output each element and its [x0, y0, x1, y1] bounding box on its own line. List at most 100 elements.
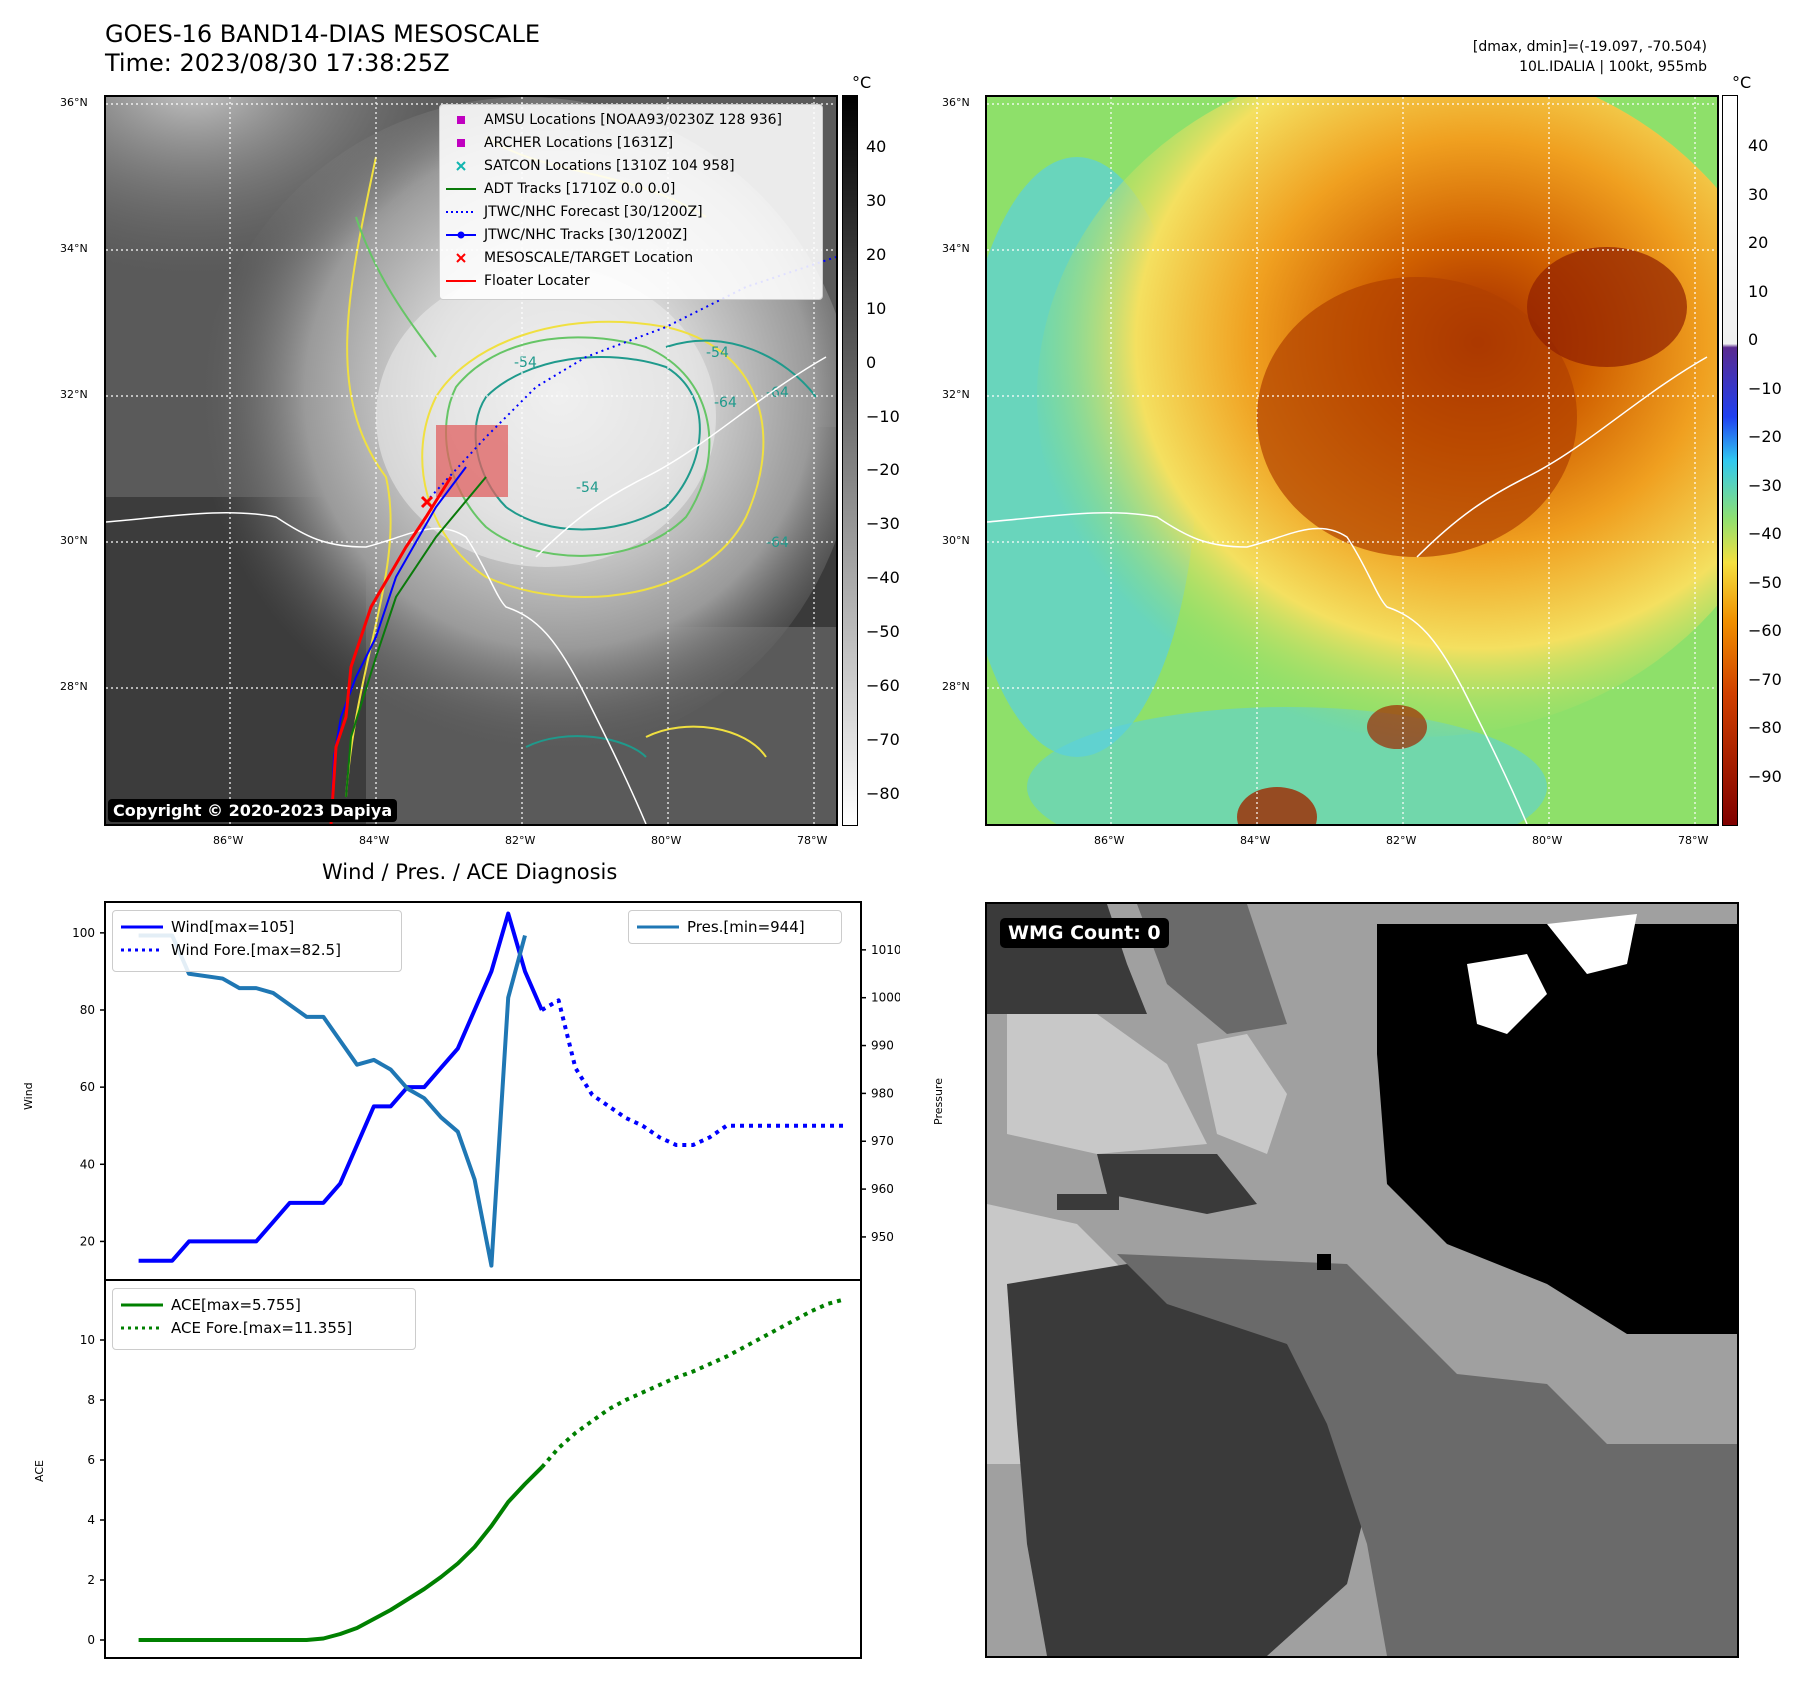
contour-label: -64	[766, 385, 789, 401]
y2-tick-label: 990	[871, 1039, 894, 1053]
legend-label: SATCON Locations [1310Z 104 958]	[484, 157, 735, 174]
y-tick-label: 2	[87, 1573, 95, 1587]
lon-label: 86°W	[1094, 834, 1125, 847]
y2-tick-label: 1010	[871, 943, 900, 957]
colorbar-tick-label: 40	[866, 137, 887, 156]
lon-label: 78°W	[797, 834, 828, 847]
wmg-panel: WMG Count: 0	[985, 902, 1739, 1658]
series-line	[540, 998, 845, 1147]
ace-legend: ACE[max=5.755] ACE Fore.[max=11.355]	[112, 1288, 416, 1350]
y-tick-label: 4	[87, 1513, 95, 1527]
y-tick-label: 60	[80, 1080, 95, 1094]
series-line	[138, 911, 544, 1263]
colorbar-tick-label: −40	[1748, 524, 1782, 543]
mesoscale-target-box	[436, 425, 508, 497]
legend-item-satcon: SATCON Locations [1310Z 104 958]	[446, 154, 816, 177]
lat-label: 32°N	[60, 388, 88, 401]
legend-label: JTWC/NHC Forecast [30/1200Z]	[484, 203, 703, 220]
dotted-line-icon	[121, 1326, 163, 1329]
legend-item-forecast: JTWC/NHC Forecast [30/1200Z]	[446, 200, 816, 223]
line-icon	[446, 279, 476, 282]
colorbar-tick-label: −80	[866, 783, 900, 803]
pressure-axis-label: Pressure	[932, 1078, 945, 1125]
legend-item-ace: ACE[max=5.755]	[121, 1293, 407, 1316]
series-line	[138, 1465, 544, 1642]
y-tick-label: 40	[80, 1157, 95, 1171]
y2-tick-label: 970	[871, 1134, 894, 1148]
line-icon	[121, 1303, 163, 1306]
series-line	[138, 933, 527, 1268]
wind-legend: Wind[max=105] Wind Fore.[max=82.5]	[112, 910, 402, 972]
legend-item-target: MESOSCALE/TARGET Location	[446, 246, 816, 269]
legend-label: ACE[max=5.755]	[171, 1295, 301, 1314]
lat-label: 34°N	[942, 242, 970, 255]
lon-label: 80°W	[651, 834, 682, 847]
colorbar-tick-label: −10	[866, 406, 900, 426]
legend-item-pressure: Pres.[min=944]	[637, 915, 833, 938]
legend-item-adt: ADT Tracks [1710Z 0.0 0.0]	[446, 177, 816, 200]
y2-tick-label: 960	[871, 1182, 894, 1196]
lon-label: 82°W	[1386, 834, 1417, 847]
legend-label: ADT Tracks [1710Z 0.0 0.0]	[484, 180, 676, 197]
y-tick-label: 100	[72, 926, 95, 940]
x-marker-icon	[456, 160, 466, 171]
ir-colorbar	[842, 95, 858, 826]
color-colorbar-unit: °C	[1732, 73, 1752, 92]
contour-label: -64	[766, 535, 789, 551]
lon-label: 80°W	[1532, 834, 1563, 847]
square-marker-icon	[457, 138, 465, 147]
y-tick-label: 10	[80, 1333, 95, 1347]
color-colorbar	[1722, 95, 1738, 826]
colorbar-tick-label: −60	[1748, 621, 1782, 640]
legend-label: Wind[max=105]	[171, 917, 295, 936]
legend-item-ace-fore: ACE Fore.[max=11.355]	[121, 1316, 407, 1339]
pressure-legend: Pres.[min=944]	[628, 910, 842, 944]
ir-map-panel: -54 -64 -64 -54 -54 -64	[104, 95, 838, 826]
dotted-line-icon	[446, 210, 476, 213]
legend-item-wind: Wind[max=105]	[121, 915, 393, 938]
colorbar-tick-label: 10	[866, 298, 887, 318]
ir-map-legend: AMSU Locations [NOAA93/0230Z 128 936] AR…	[439, 104, 823, 300]
colorbar-tick-label: −20	[1748, 427, 1782, 446]
lat-label: 34°N	[60, 242, 88, 255]
lat-label: 28°N	[60, 680, 88, 693]
colorbar-tick-label: 20	[1748, 233, 1769, 252]
colorbar-tick-label: 20	[866, 244, 887, 264]
legend-label: ACE Fore.[max=11.355]	[171, 1318, 353, 1337]
y-tick-label: 8	[87, 1393, 95, 1407]
colorbar-tick-label: −30	[1748, 475, 1782, 495]
figure-time: Time: 2023/08/30 17:38:25Z	[105, 49, 450, 77]
lat-label: 36°N	[942, 96, 970, 109]
dotted-line-icon	[121, 948, 163, 951]
legend-label: Wind Fore.[max=82.5]	[171, 940, 341, 959]
y-tick-label: 80	[80, 1003, 95, 1017]
lon-label: 82°W	[505, 834, 536, 847]
y-tick-label: 0	[87, 1633, 95, 1647]
chart-title: Wind / Pres. / ACE Diagnosis	[322, 860, 618, 884]
colorbar-tick-label: 10	[1748, 281, 1769, 301]
contour-label: -64	[714, 395, 737, 411]
copyright-badge: Copyright © 2020-2023 Dapiya	[108, 799, 398, 822]
contour-label: -54	[576, 480, 599, 496]
colorbar-tick-label: 0	[866, 352, 877, 372]
colorbar-tick-label: −80	[1748, 718, 1782, 737]
legend-label: MESOSCALE/TARGET Location	[484, 249, 694, 266]
colorbar-tick-label: −50	[1748, 572, 1782, 592]
contour-label: -54	[706, 345, 729, 361]
y-tick-label: 20	[80, 1234, 95, 1248]
x-marker-icon	[456, 252, 466, 263]
storm-info-label: 10L.IDALIA | 100kt, 955mb	[1519, 59, 1707, 75]
colorbar-tick-label: 40	[1748, 136, 1769, 155]
colorbar-tick-label: −90	[1748, 766, 1782, 786]
square-marker-icon	[457, 115, 465, 124]
line-icon	[121, 925, 163, 928]
ir-colorbar-unit: °C	[852, 73, 872, 92]
legend-label: AMSU Locations [NOAA93/0230Z 128 936]	[484, 111, 783, 128]
wind-axis-label: Wind	[22, 1082, 35, 1110]
colorbar-tick-label: −40	[866, 568, 900, 588]
colorbar-tick-label: 30	[1748, 184, 1769, 204]
y2-tick-label: 980	[871, 1086, 894, 1100]
colorbar-tick-label: −10	[1748, 378, 1782, 398]
legend-label: Pres.[min=944]	[687, 917, 805, 936]
lat-label: 28°N	[942, 680, 970, 693]
